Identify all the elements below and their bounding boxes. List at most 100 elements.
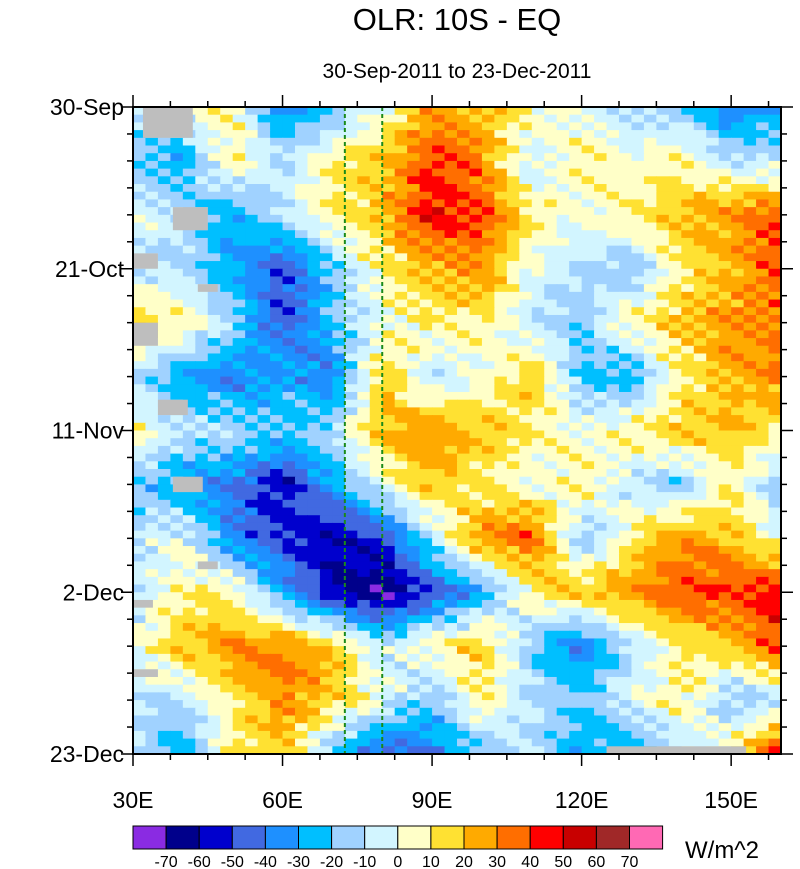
heatmap-cell xyxy=(369,538,383,547)
heatmap-cell xyxy=(432,276,446,285)
heatmap-cell xyxy=(344,700,358,709)
heatmap-cell xyxy=(643,499,657,509)
heatmap-cell xyxy=(668,723,682,732)
heatmap-cell xyxy=(556,638,570,647)
heatmap-cell xyxy=(619,599,633,609)
heatmap-cell xyxy=(444,700,458,709)
heatmap-cell xyxy=(643,692,657,701)
heatmap-cell xyxy=(706,669,720,678)
heatmap-cell xyxy=(344,438,358,447)
heatmap-cell xyxy=(207,546,221,555)
heatmap-cell xyxy=(756,653,770,663)
heatmap-cell xyxy=(519,199,533,208)
heatmap-cell xyxy=(257,130,271,139)
heatmap-cell xyxy=(307,653,321,663)
heatmap-cell xyxy=(631,453,645,462)
heatmap-cell xyxy=(581,661,595,670)
heatmap-cell xyxy=(606,676,620,686)
heatmap-cell xyxy=(494,730,508,740)
heatmap-cell xyxy=(457,700,471,709)
heatmap-cell xyxy=(245,538,259,547)
heatmap-cell xyxy=(295,207,309,216)
heatmap-cell xyxy=(594,715,608,724)
heatmap-cell xyxy=(756,707,770,717)
heatmap-cell xyxy=(519,684,533,693)
heatmap-cell xyxy=(693,661,707,670)
heatmap-cell xyxy=(182,368,196,378)
heatmap-cell xyxy=(693,492,707,501)
heatmap-cell xyxy=(594,723,608,732)
heatmap-cell xyxy=(157,207,171,216)
heatmap-cell xyxy=(232,345,246,355)
heatmap-cell xyxy=(295,630,309,640)
heatmap-cell xyxy=(382,715,396,724)
heatmap-cell xyxy=(506,253,520,262)
heatmap-cell xyxy=(481,669,495,678)
heatmap-cell xyxy=(619,576,633,586)
heatmap-cell xyxy=(556,184,570,193)
missing-data-patch xyxy=(157,399,188,416)
heatmap-cell xyxy=(731,553,745,563)
heatmap-cell xyxy=(469,584,483,593)
heatmap-cell xyxy=(220,476,234,486)
heatmap-cell xyxy=(182,145,196,154)
heatmap-cell xyxy=(170,646,184,655)
heatmap-cell xyxy=(369,130,383,139)
heatmap-cell xyxy=(731,461,745,470)
heatmap-cell xyxy=(718,576,732,586)
colorbar-label: 60 xyxy=(588,854,606,869)
heatmap-cell xyxy=(457,676,471,686)
heatmap-cell xyxy=(145,168,159,177)
heatmap-cell xyxy=(407,730,421,740)
heatmap-cell xyxy=(332,492,346,501)
heatmap-cell xyxy=(245,153,259,162)
heatmap-cell xyxy=(619,399,633,408)
heatmap-cell xyxy=(643,314,657,324)
heatmap-cell xyxy=(569,730,583,740)
heatmap-cell xyxy=(581,222,595,231)
heatmap-cell xyxy=(693,461,707,470)
heatmap-cell xyxy=(569,461,583,470)
heatmap-cell xyxy=(681,530,695,539)
heatmap-cell xyxy=(307,268,321,278)
heatmap-cell xyxy=(444,176,458,185)
heatmap-cell xyxy=(332,168,346,177)
heatmap-cell xyxy=(743,199,757,208)
heatmap-cell xyxy=(743,376,757,385)
heatmap-cell xyxy=(656,160,670,170)
heatmap-cell xyxy=(170,553,184,563)
heatmap-cell xyxy=(170,430,184,439)
heatmap-cell xyxy=(432,553,446,563)
heatmap-cell xyxy=(369,230,383,239)
heatmap-cell xyxy=(457,638,471,647)
heatmap-cell xyxy=(245,669,259,678)
heatmap-cell xyxy=(519,430,533,439)
heatmap-cell xyxy=(681,176,695,185)
heatmap-cell xyxy=(207,137,221,147)
heatmap-cell xyxy=(407,214,421,224)
heatmap-cell xyxy=(182,338,196,347)
heatmap-cell xyxy=(519,746,533,755)
heatmap-cell xyxy=(369,522,383,532)
heatmap-cell xyxy=(382,391,396,401)
heatmap-cell xyxy=(369,599,383,609)
heatmap-cell xyxy=(756,723,770,732)
heatmap-cell xyxy=(519,261,533,270)
heatmap-cell xyxy=(756,515,770,524)
heatmap-cell xyxy=(656,368,670,378)
heatmap-cell xyxy=(706,160,720,170)
heatmap-cell xyxy=(681,715,695,724)
heatmap-cell xyxy=(469,415,483,424)
heatmap-cell xyxy=(257,730,271,740)
heatmap-cell xyxy=(631,484,645,493)
heatmap-cell xyxy=(681,130,695,139)
heatmap-cell xyxy=(681,422,695,432)
x-tick-label: 60E xyxy=(262,787,303,813)
heatmap-cell xyxy=(569,338,583,347)
heatmap-cell xyxy=(369,191,383,201)
missing-data-patch xyxy=(133,599,153,608)
heatmap-cell xyxy=(681,623,695,632)
heatmap-cell xyxy=(369,338,383,347)
heatmap-cell xyxy=(332,261,346,270)
heatmap-cell xyxy=(207,476,221,486)
